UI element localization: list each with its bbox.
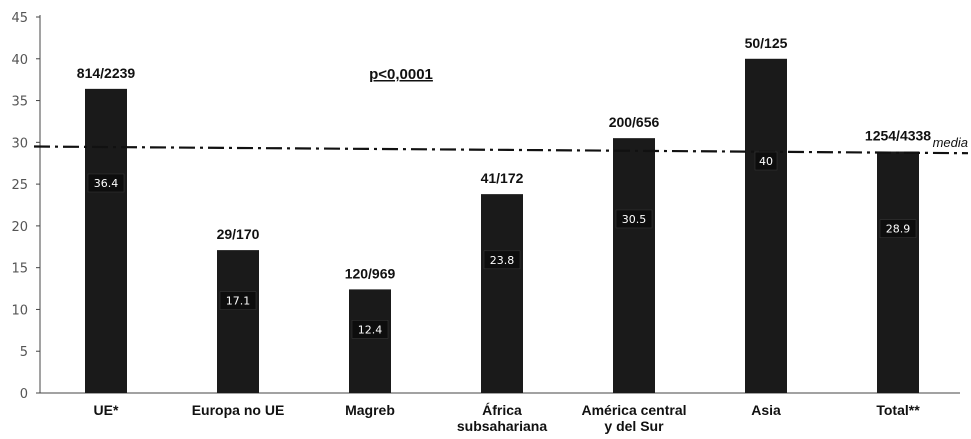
y-tick-label: 30 (11, 136, 28, 151)
bar-value-label: 40 (759, 155, 773, 168)
y-tick-label: 40 (11, 53, 28, 68)
bar-count-label: 50/125 (745, 35, 788, 51)
mean-line (33, 145, 969, 155)
y-tick-label: 25 (11, 178, 28, 193)
axes: 0 5 10 15 20 25 30 35 40 45 (11, 11, 960, 402)
x-category-label: África subsahariana (457, 402, 547, 434)
labels: 814/2239 36.4 UE* 29/170 17.1 Europa no UE 120… (77, 35, 932, 434)
bar-value-label: 17.1 (226, 295, 251, 308)
bar-value-label: 28.9 (886, 223, 911, 236)
mean-line-label: media (933, 135, 968, 150)
y-tick-label: 20 (11, 220, 28, 235)
bar-count-label: 120/969 (345, 265, 396, 281)
x-category-label: Total** (876, 402, 920, 418)
bar-value-label: 30.5 (622, 213, 647, 226)
x-category-label: Magreb (345, 402, 395, 418)
bar-value-label: 36.4 (94, 177, 119, 190)
mean-line-group: media (33, 135, 969, 155)
y-tick-label: 5 (20, 345, 28, 360)
bar (481, 194, 523, 393)
value-label-box (87, 173, 125, 193)
y-tick-label: 45 (11, 11, 28, 26)
bar-value-label: 23.8 (490, 254, 515, 267)
value-label-box (879, 219, 917, 238)
bar (745, 58, 787, 394)
y-tick-label: 35 (11, 95, 28, 110)
y-tick-label: 10 (11, 303, 28, 318)
bar-count-label: 29/170 (217, 226, 260, 242)
bars (85, 58, 919, 394)
bar (217, 250, 259, 393)
y-tick-label: 15 (11, 262, 28, 277)
value-label-box (483, 250, 521, 270)
bar (613, 138, 655, 393)
bar-count-label: 814/2239 (77, 65, 136, 81)
x-category-label: América central y del Sur (581, 402, 686, 434)
value-label-box (351, 320, 389, 339)
value-label-box (754, 151, 778, 171)
bar-count-label: 41/172 (481, 170, 524, 186)
bar-value-label: 12.4 (358, 323, 383, 336)
y-tick-label: 0 (20, 387, 28, 402)
x-category-label: Asia (751, 402, 781, 418)
bar-count-label: 200/656 (609, 114, 660, 130)
bar-count-label: 1254/4338 (865, 128, 931, 144)
p-value-annotation: p<0,0001 (369, 66, 433, 83)
bar (877, 151, 919, 393)
x-category-label: UE* (94, 402, 119, 418)
bar (85, 88, 127, 393)
value-label-box (219, 291, 257, 310)
bar (349, 289, 391, 393)
value-label-box (615, 209, 653, 229)
x-category-label: Europa no UE (192, 402, 285, 418)
